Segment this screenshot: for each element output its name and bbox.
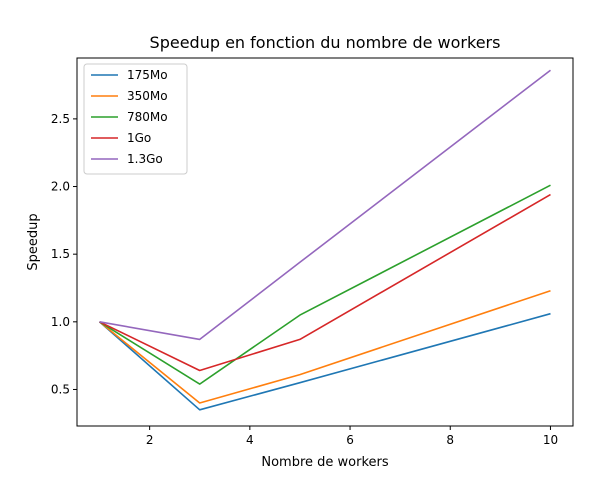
legend-label: 780Mo — [127, 110, 168, 124]
series-line-4 — [99, 69, 551, 341]
x-axis-ticks: 2 4 6 8 10 — [146, 426, 558, 447]
y-axis-ticks: 0.5 1.0 1.5 2.0 2.5 — [51, 112, 77, 396]
x-tick-label: 8 — [446, 433, 454, 447]
y-axis-label: Speedup — [26, 213, 41, 270]
legend-label: 1Go — [127, 131, 151, 145]
legend-box — [83, 63, 188, 175]
y-tick-label: 1.0 — [51, 315, 70, 329]
legend-label: 350Mo — [127, 89, 168, 103]
y-tick-label: 1.5 — [51, 247, 70, 261]
legend-label: 1.3Go — [127, 152, 163, 166]
y-tick-label: 2.0 — [51, 180, 70, 194]
chart-title: Speedup en fonction du nombre de workers — [150, 33, 501, 52]
x-tick-label: 4 — [246, 433, 254, 447]
legend-label: 175Mo — [127, 68, 168, 82]
series-line-3 — [99, 193, 551, 372]
x-tick-label: 10 — [543, 433, 558, 447]
series-line-1 — [98, 289, 551, 404]
y-tick-label: 0.5 — [51, 382, 70, 396]
y-tick-label: 2.5 — [51, 112, 70, 126]
series-lines — [98, 69, 551, 411]
x-tick-label: 2 — [146, 433, 154, 447]
series-line-0 — [98, 312, 551, 411]
legend: 175Mo 350Mo 780Mo 1Go 1.3Go — [83, 63, 188, 175]
x-axis-label: Nombre de workers — [261, 455, 389, 470]
x-tick-label: 6 — [346, 433, 354, 447]
series-line-2 — [99, 184, 551, 385]
